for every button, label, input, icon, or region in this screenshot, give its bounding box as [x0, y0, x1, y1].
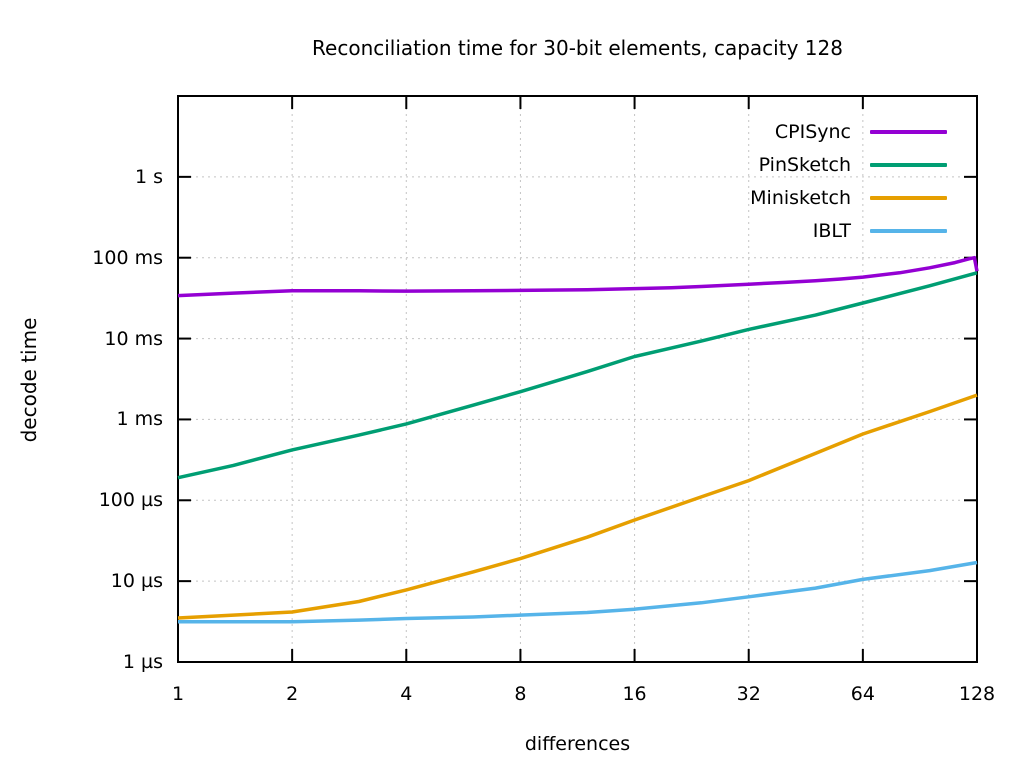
legend-label: CPISync [774, 120, 851, 143]
x-tick-label: 8 [514, 683, 527, 705]
legend-label: Minisketch [750, 186, 851, 209]
y-tick-label: 1 ms [116, 408, 163, 431]
legend-item-cpisync: CPISync [750, 115, 947, 148]
x-tick-label: 64 [850, 683, 875, 705]
legend-line-swatch [870, 228, 947, 233]
y-tick-label: 100 ms [92, 246, 163, 269]
x-tick-label: 16 [622, 683, 647, 705]
x-tick-label: 4 [400, 683, 413, 705]
y-tick-label: 1 µs [122, 651, 163, 673]
legend-item-iblt: IBLT [750, 214, 947, 247]
series-line-cpisync [177, 255, 979, 298]
x-axis-label: differences [524, 733, 631, 755]
y-tick-label: 10 ms [104, 327, 163, 350]
legend-line-swatch [870, 162, 947, 167]
legend-line-swatch [870, 129, 947, 134]
chart-title: Reconciliation time for 30-bit elements,… [312, 36, 843, 60]
series-line-iblt [178, 560, 978, 624]
legend-item-pinsketch: PinSketch [750, 148, 947, 181]
legend-label: PinSketch [758, 153, 851, 176]
plot-border [177, 95, 978, 663]
x-tick-label: 32 [736, 683, 761, 705]
x-tick-label: 1 [171, 683, 185, 705]
legend-item-minisketch: Minisketch [750, 181, 947, 214]
legend-line-swatch [870, 195, 947, 200]
y-tick-label: 10 µs [110, 570, 163, 593]
x-tick-label: 128 [958, 683, 996, 705]
x-tick-label: 2 [286, 683, 299, 705]
y-tick-label: 1 s [134, 165, 163, 188]
series-line-minisketch [177, 393, 978, 620]
series-line-pinsketch [177, 271, 978, 480]
legend: CPISync PinSketch Minisketch IBLT [750, 115, 947, 247]
y-tick-label: 100 µs [98, 489, 163, 512]
legend-label: IBLT [812, 219, 851, 242]
